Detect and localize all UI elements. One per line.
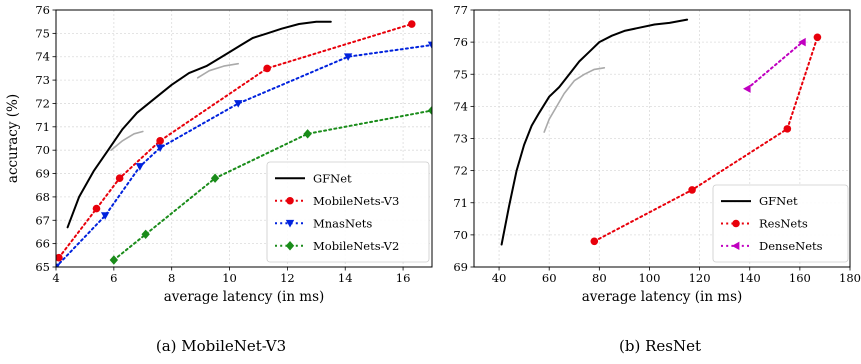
y-tick-label: 75	[35, 26, 50, 40]
x-tick-label: 80	[592, 271, 607, 285]
x-tick-label: 14	[338, 271, 353, 285]
data-point-mnasnets	[155, 144, 165, 153]
y-tick-label: 77	[453, 3, 468, 17]
data-point-mobilenets-v3	[263, 64, 271, 73]
y-tick-label: 67	[35, 213, 50, 227]
data-point-mobilenets-v2	[210, 173, 220, 183]
series-line-gfnet	[66, 20, 332, 229]
data-point-mnasnets	[56, 263, 61, 267]
x-tick-label: 6	[110, 271, 117, 285]
y-tick-label: 72	[35, 96, 50, 110]
legend-entry-label: GFNet	[313, 171, 352, 185]
x-tick-label: 16	[396, 271, 411, 285]
y-axis-label: accuracy (%)	[5, 94, 21, 183]
x-tick-label: 12	[280, 271, 295, 285]
x-tick-label: 100	[638, 271, 660, 285]
chart-panel-2: 40 60 80 100 120 140 160 180 69 70 71 72 73 74 75 76 77 a…	[453, 3, 861, 355]
data-point-mobilenets-v3	[56, 253, 63, 262]
series-line-resnets	[593, 36, 819, 243]
y-tick-label: 75	[453, 67, 468, 81]
legend-swatch-marker	[285, 241, 295, 251]
data-point-mobilenets-v3	[156, 137, 164, 145]
y-tick-label: 65	[35, 260, 50, 274]
data-point-mobilenets-v2	[109, 255, 119, 265]
data-point-mnasnets	[135, 163, 145, 171]
y-tick-label: 72	[453, 164, 468, 178]
data-point-resnets	[813, 33, 822, 42]
x-tick-label: 60	[542, 271, 557, 285]
data-point-mobilenets-v2	[141, 229, 150, 239]
data-point-mnasnets	[100, 212, 110, 220]
series-line-mobilenets-v3	[57, 23, 413, 259]
data-point-mnasnets	[234, 100, 243, 108]
data-point-resnets	[688, 186, 696, 194]
data-point-resnets	[783, 125, 792, 133]
y-tick-label: 70	[453, 228, 468, 242]
data-point-resnets	[590, 237, 599, 246]
x-tick-label: 160	[789, 271, 811, 285]
y-tick-label: 71	[453, 196, 468, 210]
y-tick-label: 70	[35, 143, 50, 157]
x-tick-label: 140	[739, 271, 761, 285]
legend-swatch-marker	[286, 196, 294, 205]
series-line-gfnet	[500, 18, 689, 246]
series-line-unlabeled	[543, 67, 606, 133]
legend-box	[712, 184, 849, 263]
data-point-mobilenets-v3	[115, 174, 124, 183]
data-point-mobilenets-v2	[303, 129, 312, 139]
x-tick-label: 120	[689, 271, 711, 285]
x-axis-label: average latency (in ms)	[582, 289, 743, 305]
data-point-mobilenets-v3	[407, 20, 416, 28]
y-tick-label: 74	[35, 50, 50, 64]
x-tick-label: 180	[839, 271, 861, 285]
data-point-mobilenets-v2	[427, 105, 432, 116]
data-point-densenets	[743, 84, 751, 93]
data-point-mnasnets	[427, 41, 432, 50]
y-tick-label: 76	[35, 3, 50, 17]
y-tick-label: 69	[453, 260, 468, 274]
y-tick-label: 73	[35, 73, 50, 87]
figure-caption: (b) ResNet	[619, 337, 701, 355]
y-tick-label: 76	[453, 35, 468, 49]
plot-area	[56, 20, 432, 267]
legend-swatch-marker	[731, 241, 740, 251]
x-tick-label: 10	[222, 271, 237, 285]
plot-area	[500, 18, 822, 246]
legend-entry-label: GFNet	[759, 194, 798, 208]
y-tick-label: 69	[35, 167, 50, 181]
y-tick-label: 74	[453, 99, 468, 113]
series-line-unlabeled	[196, 62, 239, 79]
data-point-mnasnets	[343, 53, 353, 61]
figure-caption: (a) MobileNet-V3	[156, 337, 286, 355]
legend: GFNet ResNets DenseNets	[712, 184, 849, 263]
legend-entry-label: MobileNets-V3	[313, 194, 399, 208]
legend-box	[266, 161, 430, 263]
legend: GFNet MobileNets-V3 MnasNets MobileNets-V2	[266, 161, 430, 263]
axes-frame	[55, 9, 433, 268]
x-tick-label: 40	[492, 271, 507, 285]
legend-swatch-marker	[732, 219, 740, 228]
data-point-mobilenets-v3	[92, 204, 101, 213]
series-line-unlabeled	[110, 130, 144, 151]
y-tick-label: 66	[35, 237, 50, 251]
legend-entry-label: MnasNets	[313, 216, 372, 230]
y-tick-label: 68	[35, 190, 50, 204]
legend-entry-label: MobileNets-V2	[313, 239, 399, 253]
chart-panel-1: 4 6 8 10 12 14 16656667686970717273747576avera…	[5, 3, 433, 355]
legend-entry-label: ResNets	[759, 217, 808, 231]
x-tick-label: 4	[52, 271, 59, 285]
x-tick-label: 8	[168, 271, 175, 285]
data-point-densenets	[798, 37, 806, 47]
legend-swatch-marker	[285, 219, 295, 228]
legend-entry-label: DenseNets	[759, 239, 823, 253]
series-line-densenets	[746, 41, 804, 90]
x-axis-label: average latency (in ms)	[164, 289, 325, 305]
y-tick-label: 71	[35, 120, 50, 134]
y-tick-label: 73	[453, 132, 468, 146]
